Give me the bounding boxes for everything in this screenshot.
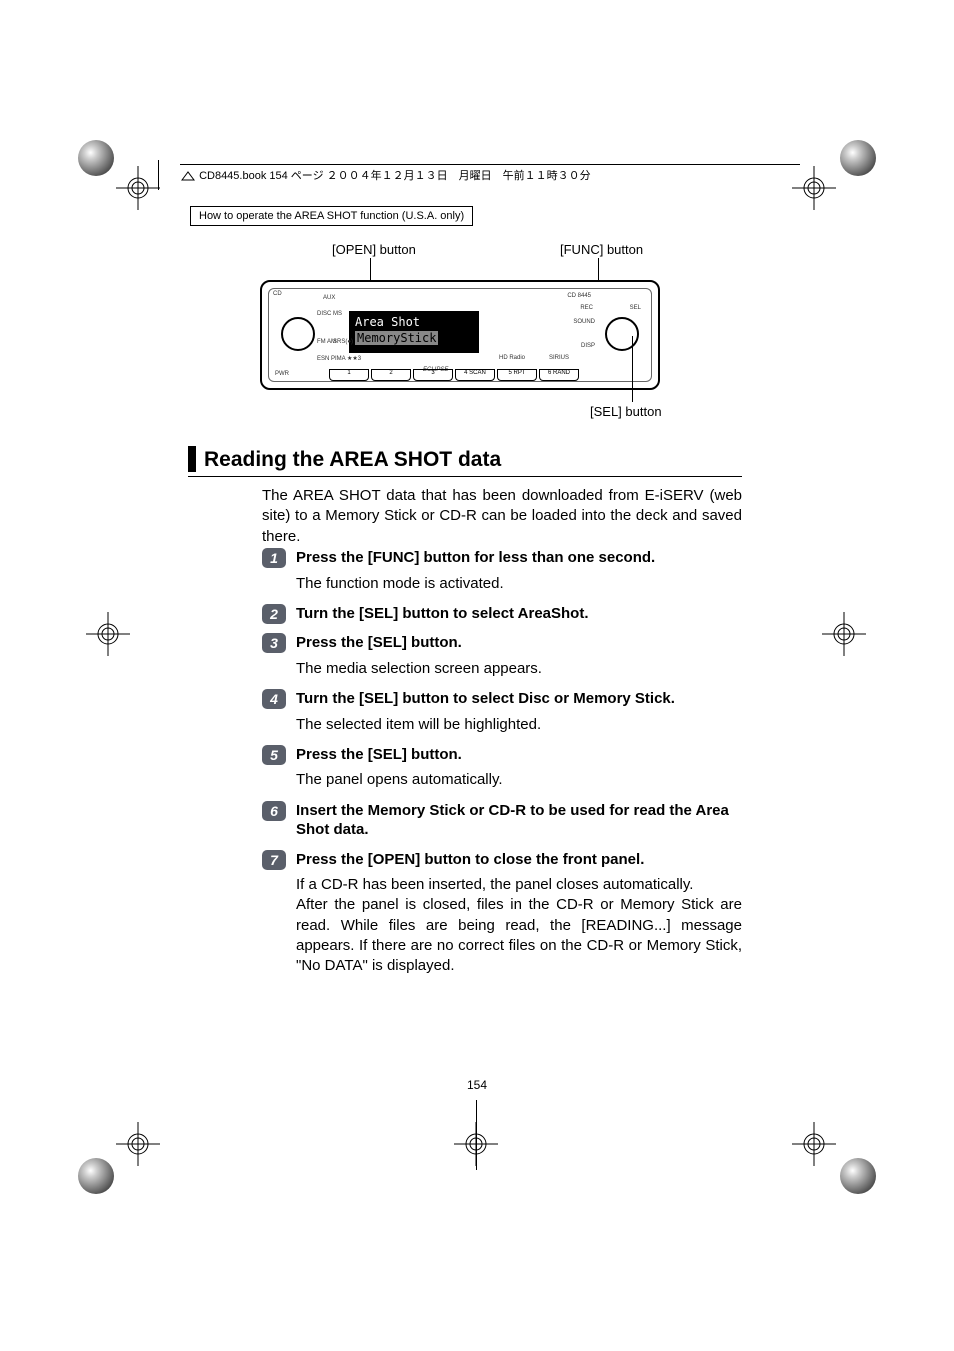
section-title: Reading the AREA SHOT data <box>204 448 501 472</box>
label-srs: SRS(●) <box>333 339 353 345</box>
section-underline <box>188 476 742 477</box>
device-button-row: 1234 SCAN5 RPT6 RAND <box>329 361 609 375</box>
page: CD8445.book 154 ページ ２００４年１２月１３日 月曜日 午前１１… <box>0 0 954 1351</box>
label-rec: REC <box>580 305 593 311</box>
device-bezel: Area Shot MemoryStick CD 8445 AUX DISC M… <box>268 288 652 382</box>
step-title: Turn the [SEL] button to select AreaShot… <box>296 604 742 624</box>
breadcrumb-text: How to operate the AREA SHOT function (U… <box>199 210 464 222</box>
step: 3 Press the [SEL] button. The media sele… <box>262 633 742 679</box>
preset-button: 2 <box>371 369 411 381</box>
step-number-badge: 6 <box>262 801 286 821</box>
label-disc: DISC MS <box>317 311 342 317</box>
step-number-badge: 4 <box>262 689 286 709</box>
label-disp: DISP <box>581 343 595 349</box>
registration-sphere <box>840 1158 876 1194</box>
page-number: 154 <box>0 1078 954 1092</box>
preset-button: 5 RPT <box>497 369 537 381</box>
step-number-badge: 7 <box>262 850 286 870</box>
label-aux: AUX <box>323 295 335 301</box>
preset-button: 3 <box>413 369 453 381</box>
step-desc: The function mode is activated. <box>296 574 742 594</box>
cropmark-icon <box>86 612 130 656</box>
cropmark-icon <box>116 166 160 210</box>
fold-line <box>158 160 159 190</box>
registration-sphere <box>78 1158 114 1194</box>
preset-button: 1 <box>329 369 369 381</box>
breadcrumb: How to operate the AREA SHOT function (U… <box>190 206 473 226</box>
callout-sel: [SEL] button <box>590 404 662 419</box>
step-number-badge: 3 <box>262 633 286 653</box>
label-sound: SOUND <box>573 319 595 325</box>
volume-knob-icon <box>281 317 315 351</box>
label-pwr: PWR <box>275 371 289 377</box>
cropmark-icon <box>116 1122 160 1166</box>
step-title: Press the [SEL] button. <box>296 633 742 653</box>
label-sel: SEL <box>630 305 641 311</box>
step-desc: The selected item will be highlighted. <box>296 715 742 735</box>
step: 7 Press the [OPEN] button to close the f… <box>262 850 742 977</box>
screen-line2: MemoryStick <box>355 331 438 345</box>
step-title: Turn the [SEL] button to select Disc or … <box>296 689 742 709</box>
header-strip: CD8445.book 154 ページ ２００４年１２月１３日 月曜日 午前１１… <box>180 164 800 182</box>
steps-list: 1 Press the [FUNC] button for less than … <box>262 548 742 986</box>
step-desc: If a CD-R has been inserted, the panel c… <box>296 875 742 976</box>
callout-func: [FUNC] button <box>560 242 643 257</box>
step: 5 Press the [SEL] button. The panel open… <box>262 745 742 791</box>
screen-line1: Area Shot <box>355 315 473 329</box>
device-screen: Area Shot MemoryStick <box>349 311 479 353</box>
step-desc: The panel opens automatically. <box>296 770 742 790</box>
step: 6 Insert the Memory Stick or CD-R to be … <box>262 801 742 840</box>
preset-button: 4 SCAN <box>455 369 495 381</box>
step-title: Press the [OPEN] button to close the fro… <box>296 850 742 870</box>
registration-sphere <box>840 140 876 176</box>
step-title: Press the [FUNC] button for less than on… <box>296 548 742 568</box>
step-number-badge: 2 <box>262 604 286 624</box>
header-text: CD8445.book 154 ページ ２００４年１２月１３日 月曜日 午前１１… <box>199 170 591 182</box>
step-desc: The media selection screen appears. <box>296 659 742 679</box>
registration-sphere <box>78 140 114 176</box>
intro-paragraph: The AREA SHOT data that has been downloa… <box>262 486 742 547</box>
step-title: Insert the Memory Stick or CD-R to be us… <box>296 801 742 840</box>
callout-line <box>632 336 633 402</box>
preset-button: 6 RAND <box>539 369 579 381</box>
label-cd: CD <box>273 291 282 297</box>
fold-line <box>476 1100 477 1170</box>
step: 4 Turn the [SEL] button to select Disc o… <box>262 689 742 735</box>
device-illustration: Area Shot MemoryStick CD 8445 AUX DISC M… <box>260 280 660 390</box>
device-model: CD 8445 <box>567 293 591 299</box>
step: 1 Press the [FUNC] button for less than … <box>262 548 742 594</box>
step-number-badge: 1 <box>262 548 286 568</box>
sel-knob-icon <box>605 317 639 351</box>
step-number-badge: 5 <box>262 745 286 765</box>
cropmark-icon <box>822 612 866 656</box>
step: 2 Turn the [SEL] button to select AreaSh… <box>262 604 742 624</box>
step-title: Press the [SEL] button. <box>296 745 742 765</box>
callout-open: [OPEN] button <box>332 242 416 257</box>
section-bar-icon <box>188 446 196 472</box>
cropmark-icon <box>792 1122 836 1166</box>
